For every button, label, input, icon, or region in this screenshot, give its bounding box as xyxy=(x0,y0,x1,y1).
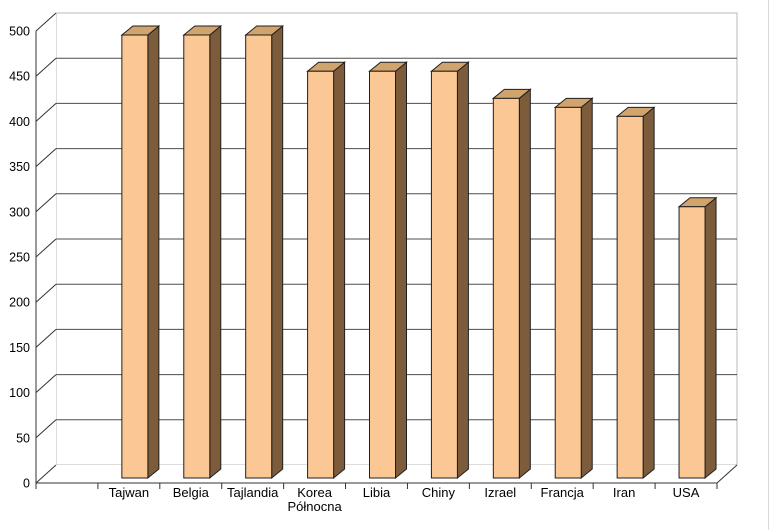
bar-side-face xyxy=(209,24,222,480)
y-axis-label-300: 300 xyxy=(9,205,30,219)
x-axis-label-Północna: Północna xyxy=(287,499,342,514)
x-axis-label-Belgia: Belgia xyxy=(173,485,210,500)
y-tick-connector-50 xyxy=(35,419,57,439)
x-axis-label-Tajlandia: Tajlandia xyxy=(227,485,279,500)
x-axis-label-Iran: Iran xyxy=(613,485,635,500)
y-tick-connector-150 xyxy=(35,329,57,348)
x-axis-label-Francja: Francja xyxy=(541,485,585,500)
x-axis-label-USA: USA xyxy=(673,485,700,500)
bar-front-face xyxy=(183,34,211,479)
bar-front-face xyxy=(616,115,644,479)
y-axis-label-500: 500 xyxy=(9,25,30,39)
bar-front-face xyxy=(369,70,396,479)
bar-front-face xyxy=(554,106,582,479)
y-axis-label-0: 0 xyxy=(23,477,30,491)
bar-Libia xyxy=(368,61,408,480)
bar-side-face xyxy=(704,196,717,480)
bar-front-face xyxy=(245,34,273,479)
x-axis-label-Tajwan: Tajwan xyxy=(109,485,149,500)
bar-front-face xyxy=(492,97,520,479)
y-tick-connector-350 xyxy=(35,148,57,167)
y-tick-connector-200 xyxy=(35,283,57,303)
bar-side-face xyxy=(271,24,284,480)
bar-Chiny xyxy=(430,61,470,480)
y-tick-connector-250 xyxy=(35,238,57,258)
bar-Iran xyxy=(615,106,656,480)
bar-front-face xyxy=(121,34,149,479)
y-tick-connector-300 xyxy=(35,193,57,213)
bar-Francja xyxy=(553,97,594,480)
bar-side-face xyxy=(518,88,531,480)
bar-Belgia xyxy=(182,24,223,480)
bar-side-face xyxy=(456,61,469,480)
bar-Tajwan xyxy=(120,24,161,480)
y-axis-label-250: 250 xyxy=(9,251,30,265)
y-axis-label-350: 350 xyxy=(9,160,30,174)
y-tick-connector-0 xyxy=(35,464,57,484)
bar-front-face xyxy=(678,206,706,479)
y-axis-label-100: 100 xyxy=(9,386,30,400)
bar-side-face xyxy=(580,97,593,480)
y-axis-label-450: 450 xyxy=(9,70,30,84)
bar-Izrael xyxy=(491,88,532,480)
y-tick-connector-400 xyxy=(35,103,57,122)
y-tick-connector-450 xyxy=(35,57,57,77)
y-axis-label-400: 400 xyxy=(9,115,30,129)
x-axis-label-Chiny: Chiny xyxy=(422,485,456,500)
bar-side-face xyxy=(333,61,346,480)
bar-front-face xyxy=(430,70,458,479)
y-tick-connector-100 xyxy=(35,374,57,393)
y-axis-label-150: 150 xyxy=(9,341,30,355)
bar-side-face xyxy=(642,106,655,480)
floor-right-edge xyxy=(716,464,738,484)
y-axis-label-200: 200 xyxy=(9,296,30,310)
x-axis-label-Korea: Korea xyxy=(297,485,332,500)
bar-Tajlandia xyxy=(244,24,285,480)
bar-side-face xyxy=(395,61,407,480)
x-axis-label-Libia: Libia xyxy=(363,485,391,500)
y-axis-label-50: 50 xyxy=(16,431,30,445)
bar-front-face xyxy=(307,70,335,479)
y-tick-connector-500 xyxy=(35,12,57,32)
bar-Korea Północna xyxy=(306,61,346,480)
x-axis-label-Izrael: Izrael xyxy=(484,485,516,500)
bar-side-face xyxy=(147,24,160,480)
bar-USA xyxy=(677,196,718,480)
